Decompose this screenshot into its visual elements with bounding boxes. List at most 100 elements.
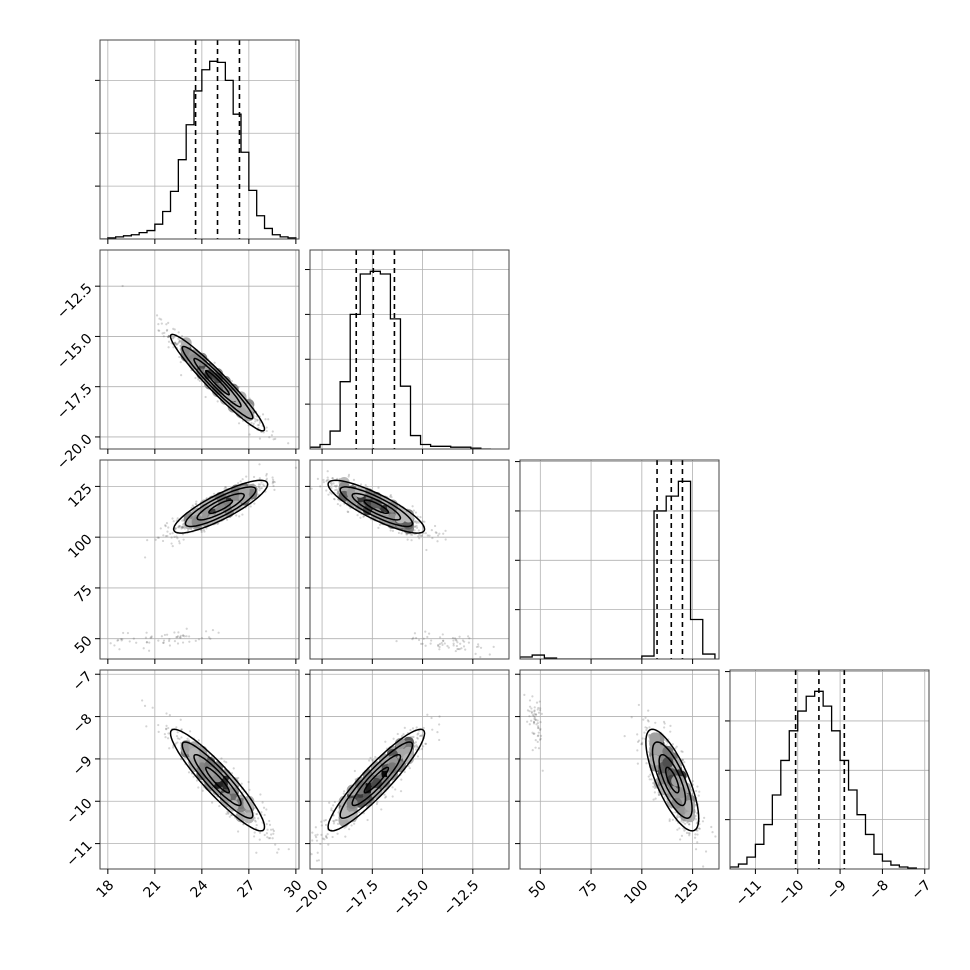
sample-point	[211, 801, 214, 804]
sample-point	[223, 487, 226, 490]
sample-point	[362, 515, 365, 518]
sample-point	[178, 737, 181, 741]
sample-point	[330, 492, 333, 495]
sample-point	[168, 747, 171, 750]
sample-point	[637, 703, 640, 707]
contour-line	[184, 486, 257, 528]
sample-point	[264, 418, 267, 421]
sample-point	[424, 644, 427, 647]
sample-point	[477, 643, 480, 646]
sample-point	[255, 823, 258, 827]
sample-point	[257, 817, 260, 820]
sample-point	[217, 631, 220, 634]
sample-point	[702, 865, 705, 868]
sample-point	[704, 850, 708, 853]
density-block	[188, 358, 200, 370]
panel-3-1	[309, 669, 510, 870]
sample-point	[671, 818, 674, 821]
sample-point	[342, 792, 345, 795]
contour-line	[327, 479, 426, 534]
sample-point	[663, 722, 666, 725]
sample-point	[335, 818, 338, 822]
sample-point	[690, 789, 693, 792]
sample-point	[696, 841, 699, 844]
sample-point	[417, 521, 420, 524]
sample-point	[530, 719, 533, 722]
sample-point	[396, 732, 399, 736]
sample-point	[327, 843, 330, 846]
sample-point	[451, 636, 455, 640]
sample-point	[203, 530, 206, 533]
sample-point	[204, 395, 207, 399]
sample-point	[414, 520, 417, 523]
sample-point	[330, 482, 333, 485]
sample-point	[391, 795, 394, 798]
sample-point	[162, 639, 166, 642]
sample-point	[694, 833, 697, 836]
sample-point	[162, 641, 165, 644]
sample-point	[174, 527, 177, 530]
sample-point	[171, 337, 174, 340]
sample-point	[435, 531, 438, 534]
sample-point	[366, 486, 369, 489]
sample-point	[531, 731, 534, 734]
sample-point	[418, 533, 421, 536]
sample-point	[178, 339, 181, 342]
sample-point	[429, 642, 432, 645]
sample-point	[413, 525, 416, 528]
sample-point	[182, 634, 185, 637]
density-block	[204, 766, 216, 778]
sample-point	[459, 642, 462, 645]
sample-point	[347, 510, 350, 514]
sample-point	[213, 361, 216, 364]
sample-point	[650, 778, 653, 781]
sample-point	[377, 526, 380, 529]
sample-point	[430, 716, 433, 720]
sample-point	[178, 542, 181, 545]
sample-point	[172, 746, 175, 749]
sample-point	[167, 526, 170, 529]
sample-point	[257, 483, 260, 486]
sample-point	[220, 757, 223, 760]
sample-point	[348, 828, 351, 831]
sample-point	[182, 526, 185, 529]
sample-point	[175, 343, 178, 346]
sample-point	[161, 332, 164, 335]
sample-point	[669, 724, 672, 727]
sample-point	[148, 641, 151, 644]
sample-point	[263, 813, 266, 817]
sample-point	[426, 713, 429, 716]
panel-frame	[99, 39, 300, 240]
sample-point	[442, 532, 445, 535]
sample-point	[182, 634, 185, 637]
sample-point	[164, 524, 167, 527]
density-block	[346, 784, 358, 796]
sample-point	[157, 730, 160, 733]
sample-point	[165, 633, 169, 636]
sample-point	[538, 700, 541, 703]
sample-point	[467, 635, 470, 638]
sample-point	[176, 635, 180, 638]
sample-point	[533, 710, 536, 713]
sample-point	[648, 726, 651, 729]
sample-point	[148, 649, 151, 652]
sample-point	[189, 730, 192, 733]
sample-point	[238, 515, 241, 518]
sample-point	[164, 535, 168, 538]
sample-point	[343, 826, 346, 829]
contour-line	[363, 766, 390, 794]
sample-point	[680, 820, 683, 823]
sample-point	[132, 637, 135, 640]
sample-point	[181, 641, 185, 644]
sample-point	[695, 789, 698, 793]
sample-point	[145, 631, 148, 634]
sample-point	[380, 808, 383, 811]
sample-point	[438, 642, 441, 646]
sample-point	[330, 483, 333, 487]
sample-point	[455, 644, 459, 648]
sample-point	[157, 639, 160, 642]
sample-point	[331, 477, 334, 480]
sample-point	[178, 526, 181, 529]
sample-point	[421, 520, 424, 523]
sample-point	[145, 641, 149, 644]
